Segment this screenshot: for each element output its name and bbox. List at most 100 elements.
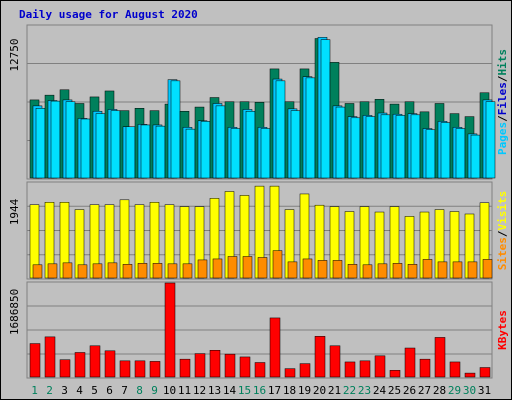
bar-kbytes-day-13 bbox=[209, 350, 221, 378]
bar-sites-day-4 bbox=[77, 264, 88, 279]
bar-sites-day-7 bbox=[122, 264, 133, 279]
day-label-29: 29 bbox=[448, 384, 461, 397]
day-label-4: 4 bbox=[76, 384, 83, 397]
day-label-8: 8 bbox=[136, 384, 143, 397]
bar-sites-day-20 bbox=[317, 260, 328, 279]
day-label-30: 30 bbox=[463, 384, 476, 397]
bar-sites-day-25 bbox=[392, 263, 403, 279]
bar-pages-day-1 bbox=[35, 108, 46, 179]
legend-slash: / bbox=[496, 230, 509, 237]
bar-kbytes-day-31 bbox=[479, 367, 491, 378]
bar-sites-day-12 bbox=[197, 259, 208, 279]
bar-kbytes-day-21 bbox=[329, 345, 341, 378]
bar-sites-day-6 bbox=[107, 262, 118, 279]
bar-kbytes-day-22 bbox=[344, 361, 356, 378]
bar-pages-day-23 bbox=[365, 116, 376, 179]
bar-sites-day-27 bbox=[422, 259, 433, 279]
legend-slash: / bbox=[496, 115, 509, 122]
bar-kbytes-day-23 bbox=[359, 360, 371, 378]
bar-sites-day-26 bbox=[407, 264, 418, 279]
bar-pages-day-5 bbox=[95, 113, 106, 179]
panel-max-label: 1686850 bbox=[8, 289, 21, 335]
bar-pages-day-21 bbox=[335, 106, 346, 179]
bar-sites-day-21 bbox=[332, 260, 343, 279]
bar-pages-day-28 bbox=[440, 122, 451, 179]
panel-max-label: 1944 bbox=[8, 198, 21, 225]
bar-pages-day-14 bbox=[230, 128, 241, 179]
day-label-31: 31 bbox=[478, 384, 491, 397]
bar-pages-day-22 bbox=[350, 117, 361, 179]
day-label-23: 23 bbox=[358, 384, 371, 397]
bar-kbytes-day-11 bbox=[179, 358, 191, 378]
bar-kbytes-day-4 bbox=[74, 352, 86, 378]
bar-kbytes-day-8 bbox=[134, 360, 146, 378]
day-label-12: 12 bbox=[193, 384, 206, 397]
bar-sites-day-28 bbox=[437, 261, 448, 279]
day-label-25: 25 bbox=[388, 384, 401, 397]
legend-files: Files bbox=[496, 82, 509, 115]
bar-kbytes-day-15 bbox=[239, 356, 251, 378]
day-label-21: 21 bbox=[328, 384, 341, 397]
bar-kbytes-day-27 bbox=[419, 358, 431, 378]
bar-pages-day-25 bbox=[395, 115, 406, 179]
bar-sites-day-23 bbox=[362, 264, 373, 279]
day-label-2: 2 bbox=[46, 384, 53, 397]
bar-sites-day-31 bbox=[482, 259, 493, 279]
bar-sites-day-30 bbox=[467, 261, 478, 279]
bar-pages-day-29 bbox=[455, 128, 466, 179]
bar-kbytes-day-3 bbox=[59, 359, 71, 378]
panel-legend: Pages/Files/Hits bbox=[496, 49, 509, 155]
bar-sites-day-5 bbox=[92, 263, 103, 279]
day-label-5: 5 bbox=[91, 384, 98, 397]
bar-pages-day-3 bbox=[65, 101, 76, 179]
day-label-7: 7 bbox=[121, 384, 128, 397]
bar-kbytes-day-30 bbox=[464, 372, 476, 378]
bar-pages-day-17 bbox=[275, 80, 286, 179]
panel-legend: Sites/Visits bbox=[496, 191, 509, 271]
legend-slash: / bbox=[496, 75, 509, 82]
bar-pages-day-11 bbox=[185, 128, 196, 179]
day-label-11: 11 bbox=[178, 384, 191, 397]
bar-pages-day-19 bbox=[305, 77, 316, 179]
day-label-24: 24 bbox=[373, 384, 387, 397]
bar-pages-day-18 bbox=[290, 110, 301, 179]
bar-sites-day-15 bbox=[242, 256, 253, 279]
day-label-10: 10 bbox=[163, 384, 176, 397]
bar-kbytes-day-7 bbox=[119, 360, 131, 378]
bar-sites-day-1 bbox=[32, 264, 43, 279]
bar-sites-day-29 bbox=[452, 261, 463, 279]
bar-pages-day-9 bbox=[155, 125, 166, 179]
bar-pages-day-24 bbox=[380, 114, 391, 179]
bar-pages-day-8 bbox=[140, 124, 151, 179]
bar-pages-day-4 bbox=[80, 118, 91, 179]
bar-sites-day-24 bbox=[377, 263, 388, 279]
bar-pages-day-30 bbox=[470, 134, 481, 179]
chart-title: Daily usage for August 2020 bbox=[19, 8, 198, 21]
bar-kbytes-day-26 bbox=[404, 347, 416, 378]
bar-kbytes-day-9 bbox=[149, 361, 161, 378]
bar-sites-day-17 bbox=[272, 250, 283, 279]
bar-sites-day-3 bbox=[62, 262, 73, 279]
bar-kbytes-day-18 bbox=[284, 368, 296, 378]
day-label-16: 16 bbox=[253, 384, 266, 397]
day-label-22: 22 bbox=[343, 384, 356, 397]
bar-kbytes-day-1 bbox=[29, 343, 41, 378]
day-label-27: 27 bbox=[418, 384, 431, 397]
day-label-20: 20 bbox=[313, 384, 326, 397]
bar-kbytes-day-25 bbox=[389, 370, 401, 378]
bar-pages-day-16 bbox=[260, 128, 271, 179]
bar-pages-day-10 bbox=[170, 80, 181, 179]
legend-kbytes: KBytes bbox=[496, 310, 509, 350]
day-label-9: 9 bbox=[151, 384, 158, 397]
bar-sites-day-18 bbox=[287, 261, 298, 279]
day-label-28: 28 bbox=[433, 384, 446, 397]
bar-pages-day-20 bbox=[320, 39, 331, 179]
bar-pages-day-27 bbox=[425, 129, 436, 179]
bar-kbytes-day-16 bbox=[254, 362, 266, 378]
bar-sites-day-2 bbox=[47, 263, 58, 279]
panel-legend: KBytes bbox=[496, 310, 509, 350]
bar-pages-day-12 bbox=[200, 121, 211, 179]
legend-pages: Pages bbox=[496, 122, 509, 155]
legend-hits: Hits bbox=[496, 49, 509, 76]
